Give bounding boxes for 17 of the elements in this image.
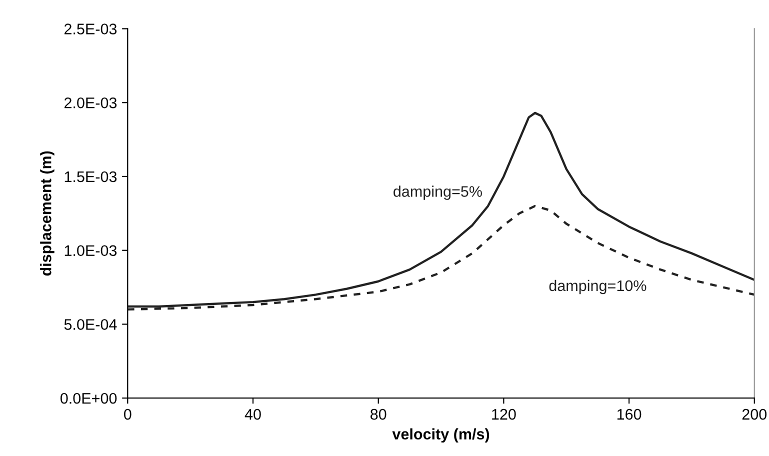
y-tick-label: 2.5E-03 — [64, 24, 117, 34]
y-tick-label: 1.5E-03 — [64, 171, 117, 182]
line-series — [128, 112, 754, 308]
x-axis-title: velocity (m/s) — [392, 428, 490, 443]
y-tick-label: 0.0E+00 — [60, 392, 117, 404]
x-tick-label: 120 — [492, 408, 516, 420]
y-tick-label: 2.0E-03 — [64, 97, 117, 108]
series-label: damping=10% — [549, 280, 646, 294]
y-tick-label: 5.0E-04 — [64, 319, 117, 330]
x-tick-label: 160 — [617, 408, 642, 420]
x-tick-label: 200 — [742, 408, 767, 420]
y-tick-label: 1.0E-03 — [64, 245, 117, 256]
series-label: damping=5% — [394, 186, 482, 200]
x-tick-label: 80 — [370, 408, 386, 420]
x-tick-label: 0 — [124, 408, 132, 420]
y-axis-title: displacement (m) — [40, 151, 54, 276]
x-tick-label: 40 — [244, 408, 261, 420]
